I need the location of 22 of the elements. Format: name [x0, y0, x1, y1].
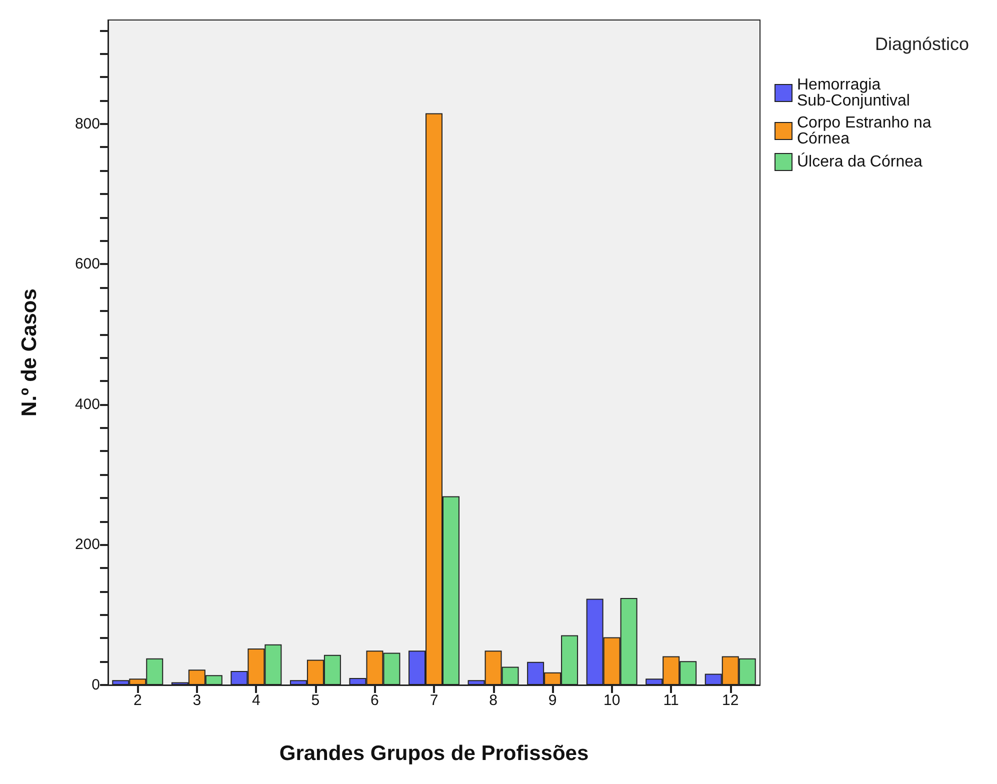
y-axis-title: N.º de Casos — [18, 288, 41, 416]
x-tick-label: 11 — [663, 692, 679, 709]
y-tick-label: 0 — [92, 676, 100, 694]
x-tick-label: 4 — [252, 692, 260, 709]
y-tick-label: 400 — [74, 396, 100, 413]
x-tick-label: 7 — [430, 692, 438, 709]
x-axis-title: Grandes Grupos de Profissões — [279, 742, 589, 765]
legend-label: Hemorragia Sub-Conjuntival — [797, 76, 910, 110]
x-tick-label: 6 — [370, 692, 379, 709]
y-tick-label: 200 — [74, 536, 100, 554]
x-tick-label: 9 — [548, 692, 557, 709]
legend-label: Corpo Estranho na Córnea — [797, 114, 936, 148]
y-tick-label: 800 — [74, 115, 100, 132]
y-tick-label: 600 — [74, 256, 100, 273]
x-tick-label: 5 — [311, 692, 320, 709]
x-tick-label: 10 — [603, 692, 620, 709]
x-tick-label: 3 — [192, 692, 202, 709]
x-tick-label: 2 — [133, 692, 142, 709]
legend-title: Diagnóstico — [874, 34, 970, 54]
x-tick-label: 8 — [489, 692, 498, 709]
legend-label: Úlcera da Córnea — [797, 152, 922, 170]
x-tick-label: 12 — [722, 692, 739, 709]
